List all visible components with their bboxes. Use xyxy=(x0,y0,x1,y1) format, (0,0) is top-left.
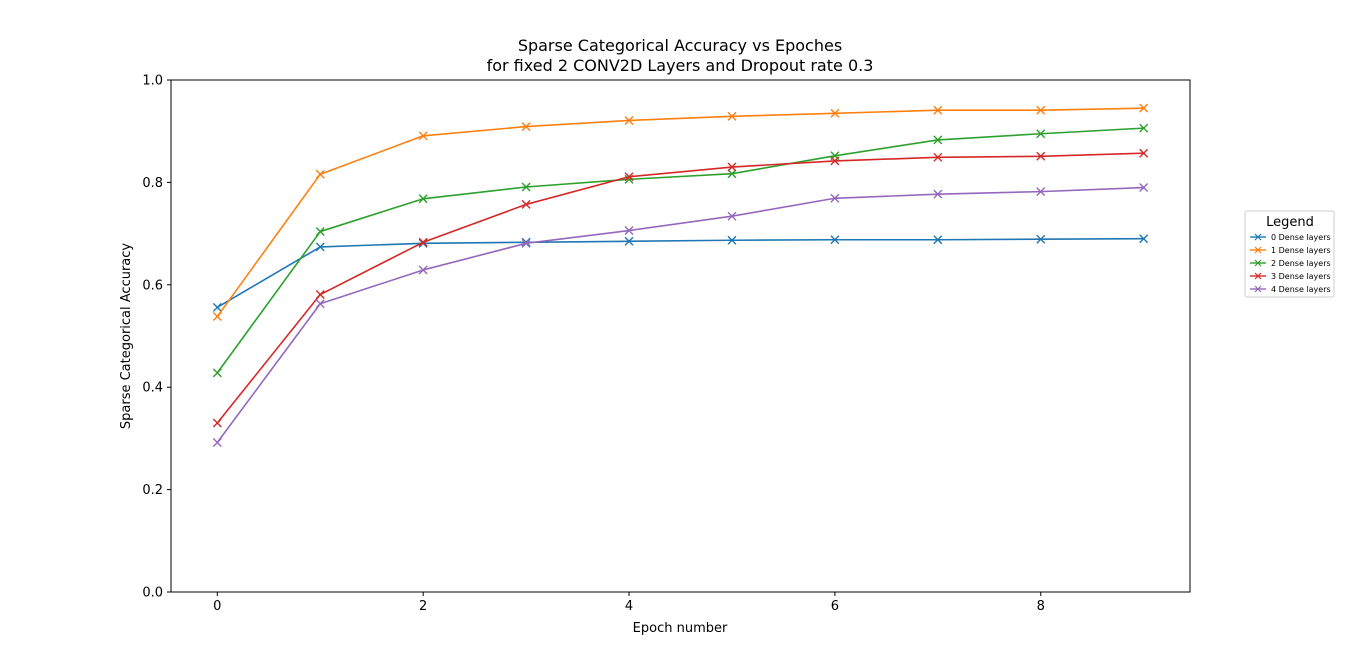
data-point xyxy=(933,105,943,115)
x-tick-label: 4 xyxy=(625,599,633,614)
series-0 xyxy=(212,234,1149,312)
data-point xyxy=(624,226,634,236)
data-point xyxy=(933,189,943,199)
data-point xyxy=(727,162,737,172)
plot-area xyxy=(212,103,1149,447)
x-tick-label: 0 xyxy=(213,599,221,614)
legend-item: 3 Dense layers xyxy=(1250,272,1331,281)
legend-label: 4 Dense layers xyxy=(1271,285,1331,294)
series-line xyxy=(216,186,1144,443)
legend-label: 2 Dense layers xyxy=(1271,259,1331,268)
data-point xyxy=(1036,105,1046,115)
data-point xyxy=(315,169,325,179)
data-point xyxy=(727,235,737,245)
data-point xyxy=(830,156,840,166)
data-point xyxy=(933,152,943,162)
series-line xyxy=(216,107,1144,318)
legend-item: 2 Dense layers xyxy=(1250,259,1331,268)
data-point xyxy=(212,418,222,428)
legend-marker xyxy=(1254,272,1262,280)
series-line xyxy=(216,237,1144,309)
y-tick-label: 0.6 xyxy=(142,278,163,293)
data-point xyxy=(521,182,531,192)
x-axis: 0 2 4 6 8 xyxy=(213,592,1045,614)
data-point xyxy=(315,290,325,300)
x-tick-label: 2 xyxy=(419,599,427,614)
series-line xyxy=(216,127,1144,374)
data-point xyxy=(624,172,634,182)
data-point xyxy=(727,169,737,179)
data-point xyxy=(830,108,840,118)
data-point xyxy=(830,193,840,203)
y-tick-label: 0.8 xyxy=(142,176,163,191)
legend-box xyxy=(1244,210,1335,298)
y-axis-label: Sparse Categorical Accuracy xyxy=(119,243,134,430)
legend-marker xyxy=(1254,246,1262,254)
legend-marker xyxy=(1254,259,1262,267)
data-point xyxy=(212,368,222,378)
legend-marker xyxy=(1254,285,1262,293)
data-point xyxy=(521,237,531,247)
data-point xyxy=(727,211,737,221)
x-tick-label: 8 xyxy=(1037,599,1045,614)
data-point xyxy=(418,131,428,141)
data-point xyxy=(212,438,222,447)
data-point xyxy=(418,194,428,204)
data-point xyxy=(933,135,943,145)
data-point xyxy=(1036,187,1046,197)
legend-item: 1 Dense layers xyxy=(1250,246,1331,255)
legend-label: 3 Dense layers xyxy=(1271,272,1331,281)
y-tick-label: 0.0 xyxy=(142,586,163,601)
x-tick-label: 6 xyxy=(831,599,839,614)
data-point xyxy=(315,227,325,237)
legend-label: 1 Dense layers xyxy=(1271,246,1331,255)
data-point xyxy=(521,238,531,248)
data-point xyxy=(315,242,325,252)
data-point xyxy=(1139,148,1149,158)
series-4 xyxy=(212,183,1149,447)
data-point xyxy=(830,235,840,245)
data-point xyxy=(315,299,325,309)
data-point xyxy=(1036,234,1046,244)
data-point xyxy=(418,237,428,247)
plot-frame xyxy=(170,79,1191,593)
data-point xyxy=(1139,123,1149,133)
data-point xyxy=(521,199,531,209)
legend-item: 0 Dense layers xyxy=(1250,233,1331,242)
series-3 xyxy=(212,148,1149,428)
data-point xyxy=(521,122,531,132)
data-point xyxy=(212,312,222,322)
data-point xyxy=(1139,103,1149,113)
data-point xyxy=(418,265,428,275)
y-tick-label: 1.0 xyxy=(142,74,163,89)
legend: Legend 0 Dense layers 1 Dense layers 2 Den… xyxy=(1244,210,1335,298)
data-point xyxy=(727,111,737,121)
data-point xyxy=(624,115,634,125)
legend-marker xyxy=(1254,233,1262,241)
y-tick-label: 0.2 xyxy=(142,483,163,498)
legend-item: 4 Dense layers xyxy=(1250,285,1331,294)
series-line xyxy=(216,152,1144,424)
data-point xyxy=(933,235,943,245)
chart-title: Sparse Categorical Accuracy vs Epoches xyxy=(518,36,842,55)
data-point xyxy=(1036,129,1046,139)
chart-subtitle: for fixed 2 CONV2D Layers and Dropout ra… xyxy=(487,56,874,75)
y-tick-label: 0.4 xyxy=(142,381,163,396)
legend-title: Legend xyxy=(1266,215,1314,230)
x-axis-label: Epoch number xyxy=(633,621,728,636)
data-point xyxy=(624,236,634,246)
legend-label: 0 Dense layers xyxy=(1271,233,1331,242)
series-1 xyxy=(212,103,1149,322)
y-axis: 0.0 0.2 0.4 0.6 0.8 1.0 xyxy=(142,74,171,601)
data-point xyxy=(1139,234,1149,244)
data-point xyxy=(1139,183,1149,193)
data-point xyxy=(212,302,222,312)
data-point xyxy=(1036,151,1046,161)
